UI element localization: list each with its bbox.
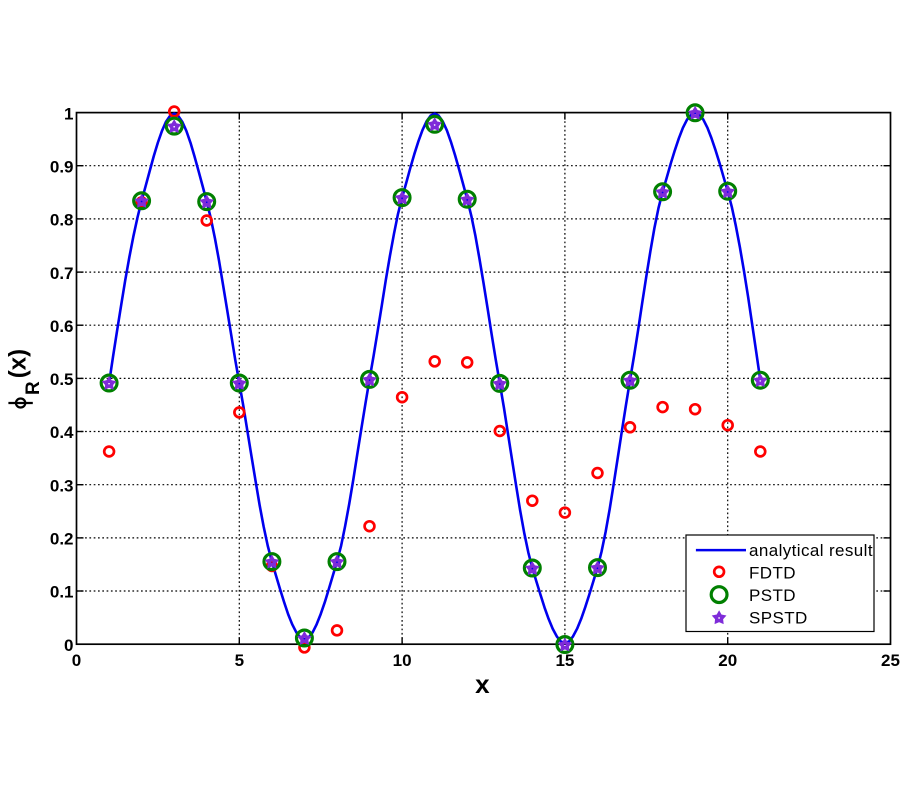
svg-text:20: 20	[718, 651, 737, 670]
svg-text:0: 0	[64, 636, 73, 655]
svg-text:0.1: 0.1	[50, 583, 74, 602]
svg-text:analytical result: analytical result	[749, 541, 873, 560]
svg-text:0.9: 0.9	[50, 157, 74, 176]
svg-text:15: 15	[555, 651, 574, 670]
svg-text:(x): (x)	[5, 349, 32, 378]
svg-text:SPSTD: SPSTD	[749, 609, 808, 628]
svg-text:5: 5	[235, 651, 244, 670]
svg-text:10: 10	[393, 651, 412, 670]
svg-text:FDTD: FDTD	[749, 563, 796, 582]
svg-text:0.2: 0.2	[50, 530, 74, 549]
svg-text:0: 0	[72, 651, 81, 670]
svg-text:0.6: 0.6	[50, 317, 74, 336]
svg-text:0.5: 0.5	[50, 370, 74, 389]
svg-text:0.3: 0.3	[50, 476, 74, 495]
svg-text:25: 25	[881, 651, 900, 670]
svg-text:x: x	[475, 669, 490, 699]
svg-text:PSTD: PSTD	[749, 586, 796, 605]
svg-text:0.7: 0.7	[50, 264, 74, 283]
svg-text:0.8: 0.8	[50, 211, 74, 230]
svg-text:R: R	[23, 381, 44, 395]
svg-text:0.4: 0.4	[50, 423, 74, 442]
svg-text:1: 1	[64, 104, 73, 123]
